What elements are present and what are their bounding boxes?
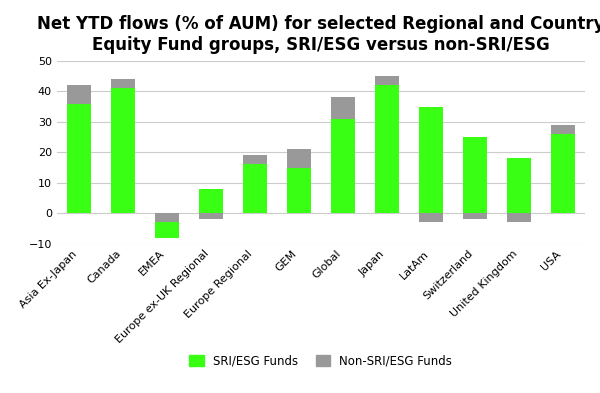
Bar	[419, 107, 443, 213]
Bar	[242, 155, 267, 164]
Bar	[155, 213, 179, 237]
Bar	[67, 85, 91, 103]
Bar	[287, 149, 311, 167]
Bar	[287, 167, 311, 213]
Bar	[419, 213, 443, 222]
Bar	[551, 134, 575, 213]
Bar	[375, 76, 399, 85]
Bar	[199, 213, 223, 219]
Bar	[199, 189, 223, 213]
Legend: SRI/ESG Funds, Non-SRI/ESG Funds: SRI/ESG Funds, Non-SRI/ESG Funds	[185, 350, 457, 373]
Bar	[463, 137, 487, 213]
Bar	[331, 119, 355, 213]
Bar	[110, 88, 135, 213]
Bar	[463, 213, 487, 219]
Bar	[67, 103, 91, 213]
Bar	[331, 97, 355, 119]
Bar	[242, 164, 267, 213]
Bar	[507, 158, 531, 213]
Title: Net YTD flows (% of AUM) for selected Regional and Country
Equity Fund groups, S: Net YTD flows (% of AUM) for selected Re…	[37, 15, 600, 54]
Bar	[155, 213, 179, 222]
Bar	[375, 85, 399, 213]
Bar	[507, 213, 531, 222]
Bar	[110, 79, 135, 88]
Bar	[551, 125, 575, 134]
